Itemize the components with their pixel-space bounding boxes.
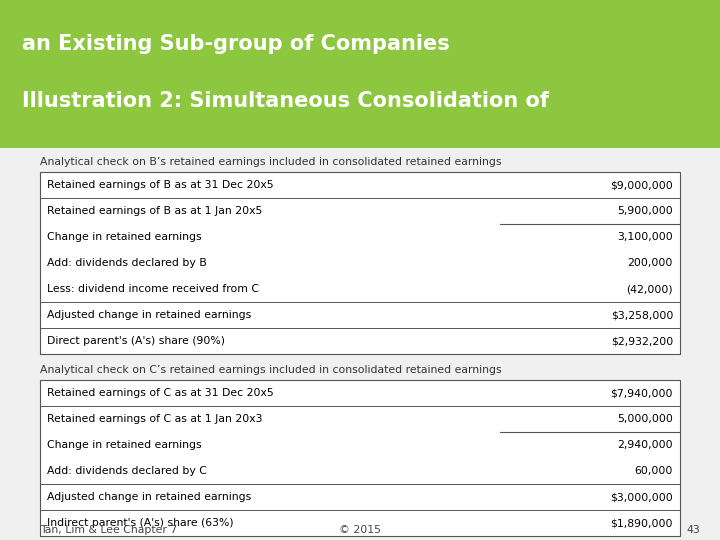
Text: 5,900,000: 5,900,000: [617, 206, 673, 216]
Bar: [0, 0, 720, 148]
Text: 2,940,000: 2,940,000: [617, 440, 673, 450]
Text: $1,890,000: $1,890,000: [611, 518, 673, 528]
Text: Less: dividend income received from C: Less: dividend income received from C: [47, 284, 259, 294]
Text: 200,000: 200,000: [628, 258, 673, 268]
Text: Adjusted change in retained earnings: Adjusted change in retained earnings: [47, 492, 251, 502]
Text: Indirect parent's (A's) share (63%): Indirect parent's (A's) share (63%): [47, 518, 233, 528]
Text: an Existing Sub-group of Companies: an Existing Sub-group of Companies: [22, 35, 450, 55]
Text: 3,100,000: 3,100,000: [617, 232, 673, 242]
Text: Adjusted change in retained earnings: Adjusted change in retained earnings: [47, 310, 251, 320]
Text: Change in retained earnings: Change in retained earnings: [47, 440, 202, 450]
Text: © 2015: © 2015: [339, 525, 381, 535]
Text: 60,000: 60,000: [634, 466, 673, 476]
Text: Direct parent's (A's) share (90%): Direct parent's (A's) share (90%): [47, 336, 225, 346]
Bar: [40, 172, 680, 354]
Text: Retained earnings of B as at 31 Dec 20x5: Retained earnings of B as at 31 Dec 20x5: [47, 180, 274, 190]
Text: Change in retained earnings: Change in retained earnings: [47, 232, 202, 242]
Text: (42,000): (42,000): [626, 284, 673, 294]
Text: Tan, Lim & Lee Chapter 7: Tan, Lim & Lee Chapter 7: [40, 525, 177, 535]
Text: Analytical check on C’s retained earnings included in consolidated retained earn: Analytical check on C’s retained earning…: [40, 365, 502, 375]
Text: Analytical check on B’s retained earnings included in consolidated retained earn: Analytical check on B’s retained earning…: [40, 157, 502, 167]
Text: Add: dividends declared by C: Add: dividends declared by C: [47, 466, 207, 476]
Text: Add: dividends declared by B: Add: dividends declared by B: [47, 258, 207, 268]
Text: 43: 43: [686, 525, 700, 535]
Text: Retained earnings of C as at 1 Jan 20x3: Retained earnings of C as at 1 Jan 20x3: [47, 414, 263, 424]
Text: Retained earnings of C as at 31 Dec 20x5: Retained earnings of C as at 31 Dec 20x5: [47, 388, 274, 398]
Text: $7,940,000: $7,940,000: [611, 388, 673, 398]
Text: $3,000,000: $3,000,000: [611, 492, 673, 502]
Text: $9,000,000: $9,000,000: [611, 180, 673, 190]
Bar: [40, 380, 680, 536]
Text: Retained earnings of B as at 1 Jan 20x5: Retained earnings of B as at 1 Jan 20x5: [47, 206, 262, 216]
Text: Illustration 2: Simultaneous Consolidation of: Illustration 2: Simultaneous Consolidati…: [22, 91, 549, 111]
Text: $3,258,000: $3,258,000: [611, 310, 673, 320]
Text: $2,932,200: $2,932,200: [611, 336, 673, 346]
Text: 5,000,000: 5,000,000: [617, 414, 673, 424]
